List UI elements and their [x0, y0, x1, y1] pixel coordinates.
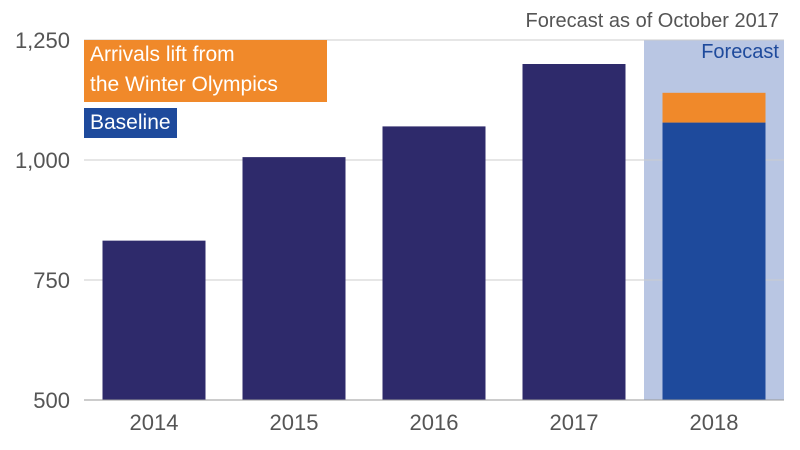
y-tick-label: 1,250 — [15, 28, 70, 53]
bar-2017 — [523, 64, 626, 400]
x-tick-label: 2014 — [130, 410, 179, 435]
forecast-label: Forecast — [701, 41, 779, 64]
x-tick-label: 2015 — [270, 410, 319, 435]
legend-baseline: Baseline — [84, 108, 177, 138]
legend-lift: Arrivals lift from the Winter Olympics — [84, 40, 327, 102]
y-tick-label: 500 — [33, 388, 70, 413]
y-tick-label: 1,000 — [15, 148, 70, 173]
legend-lift-line-1: Arrivals lift from — [90, 40, 321, 70]
bar-baseline-2018 — [663, 123, 766, 400]
x-tick-label: 2016 — [410, 410, 459, 435]
x-tick-label: 2018 — [690, 410, 739, 435]
forecast-date-note: Forecast as of October 2017 — [526, 10, 779, 33]
bar-lift-2018 — [663, 93, 766, 123]
bar-2016 — [383, 126, 486, 400]
legend-lift-line-2: the Winter Olympics — [90, 70, 321, 100]
x-tick-label: 2017 — [550, 410, 599, 435]
bars — [103, 64, 766, 400]
y-tick-label: 750 — [33, 268, 70, 293]
bar-2014 — [103, 241, 206, 400]
bar-2015 — [243, 157, 346, 400]
